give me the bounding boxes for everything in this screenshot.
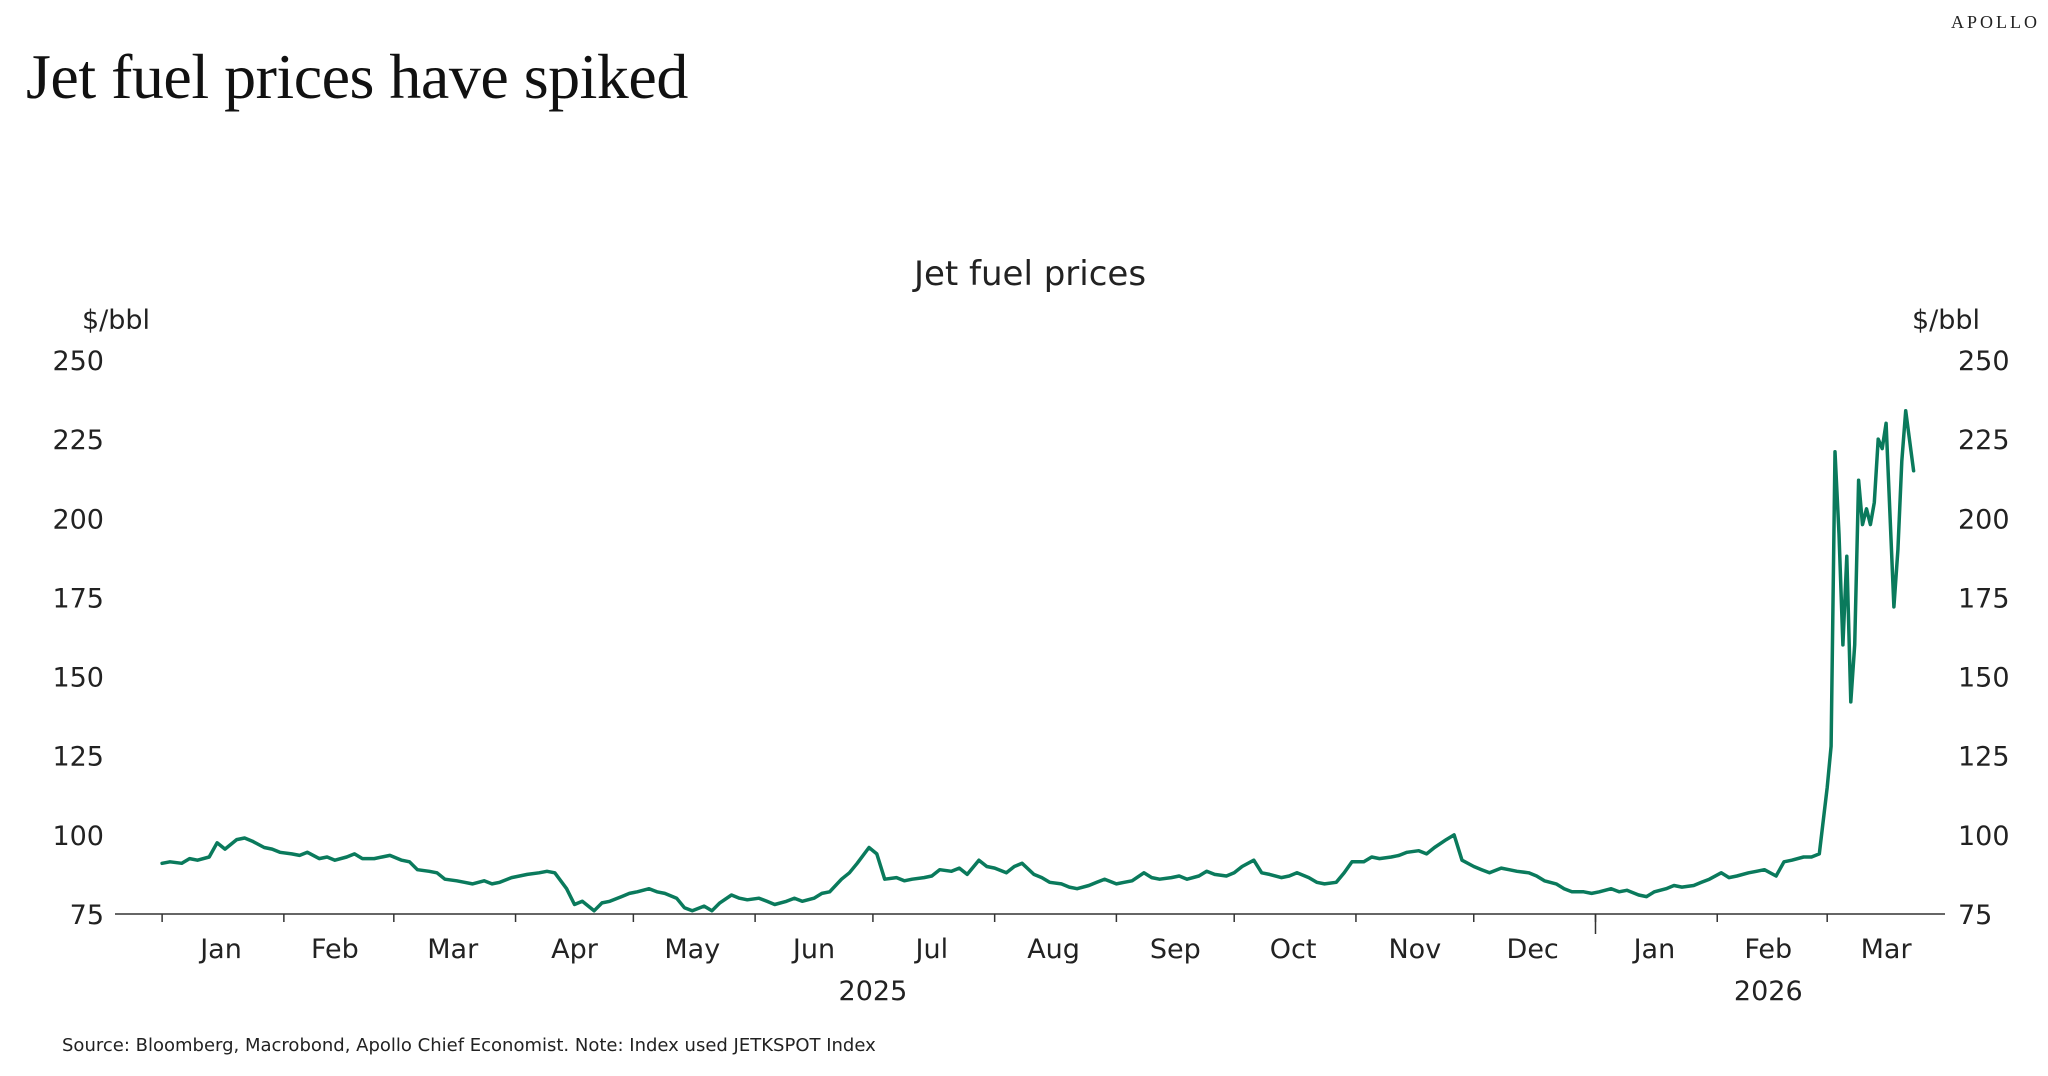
x-month-label: Jan — [1632, 934, 1676, 965]
x-year-label: 2025 — [839, 976, 908, 1007]
y-tick-label-right: 225 — [1958, 425, 2010, 456]
x-month-label: May — [664, 934, 720, 965]
y-tick-label-left: 200 — [52, 504, 104, 535]
y-tick-label-right: 200 — [1958, 504, 2010, 535]
x-month-label: Jan — [198, 934, 242, 965]
y-tick-label-left: 225 — [52, 425, 104, 456]
y-tick-label-left: 75 — [70, 900, 104, 931]
y-tick-label-left: 100 — [52, 821, 104, 852]
x-month-label: Dec — [1507, 934, 1559, 965]
y-tick-label-right: 100 — [1958, 821, 2010, 852]
y-axis-unit-right: $/bbl — [1912, 305, 1980, 336]
x-axis-ticks — [161, 914, 1828, 934]
y-tick-label-left: 150 — [52, 663, 104, 694]
chart-title: Jet fuel prices — [912, 254, 1146, 294]
x-month-label: Jun — [791, 934, 835, 965]
series-layer — [160, 408, 1916, 913]
y-tick-label-left: 250 — [52, 346, 104, 377]
series-line-jet-fuel — [160, 408, 1916, 913]
x-month-label: Oct — [1270, 934, 1317, 965]
y-tick-label-right: 250 — [1958, 346, 2010, 377]
x-year-label: 2026 — [1734, 976, 1803, 1007]
x-month-label: Aug — [1027, 934, 1080, 965]
y-tick-label-right: 75 — [1958, 900, 1992, 931]
x-month-label: Feb — [311, 934, 359, 965]
x-month-label: Mar — [427, 934, 479, 965]
y-axis-right: 75 100 125 150 175 200 225 250 — [1958, 346, 2010, 931]
y-tick-label-right: 125 — [1958, 742, 2010, 773]
y-axis-unit-left: $/bbl — [82, 305, 150, 336]
source-note: Source: Bloomberg, Macrobond, Apollo Chi… — [62, 1035, 876, 1056]
y-tick-label-left: 175 — [52, 583, 104, 614]
y-tick-label-right: 150 — [1958, 663, 2010, 694]
page-headline: Jet fuel prices have spiked — [26, 41, 688, 112]
x-month-label: Mar — [1861, 934, 1913, 965]
x-month-label: Apr — [551, 934, 599, 965]
x-month-label: Jul — [914, 934, 949, 965]
x-month-label: Sep — [1150, 934, 1201, 965]
x-axis-labels: Jan Feb Mar Apr May Jun Jul Aug Sep Oct Nov Dec Jan F… — [198, 934, 1912, 1007]
y-tick-label-left: 125 — [52, 742, 104, 773]
x-month-label: Feb — [1744, 934, 1792, 965]
y-axis-left: 75 100 125 150 175 200 225 250 — [52, 346, 104, 931]
x-month-label: Nov — [1388, 934, 1441, 965]
y-tick-label-right: 175 — [1958, 583, 2010, 614]
apollo-logo: APOLLO — [1951, 12, 2040, 32]
